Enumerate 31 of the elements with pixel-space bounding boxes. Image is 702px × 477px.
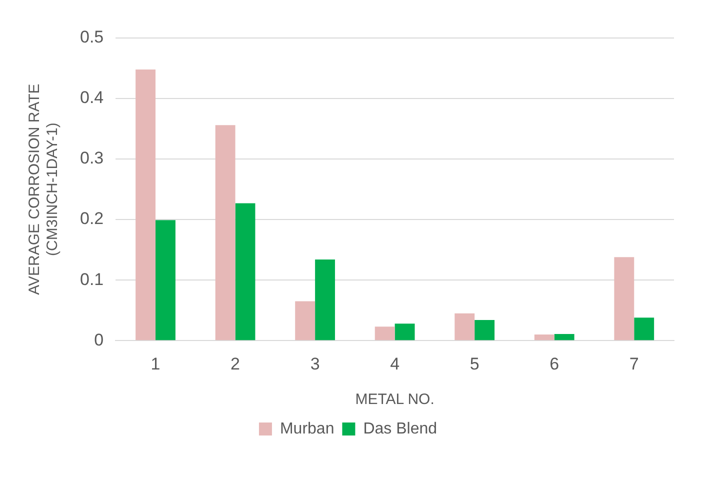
x-tick-label: 5 — [470, 354, 480, 374]
x-tick-label: 7 — [629, 354, 639, 374]
bar — [295, 301, 316, 340]
y-tick-label: 0.1 — [80, 270, 104, 289]
bar — [534, 334, 554, 340]
bar — [156, 220, 176, 340]
bar — [235, 203, 256, 340]
x-axis-title: METAL NO. — [355, 391, 434, 408]
y-tick-label: 0.3 — [80, 148, 104, 168]
x-tick-label: 1 — [150, 354, 160, 374]
bar — [614, 257, 634, 340]
bar — [374, 326, 395, 340]
x-tick-label: 6 — [550, 354, 560, 374]
bar — [454, 313, 475, 340]
bar — [315, 260, 335, 340]
x-tick-label: 3 — [310, 354, 320, 374]
bar — [634, 318, 654, 340]
y-tick-label: 0.5 — [80, 28, 104, 47]
legend-label: Murban — [280, 420, 334, 438]
bar — [215, 125, 236, 340]
bar — [136, 69, 156, 340]
x-tick-label: 2 — [230, 354, 240, 374]
x-tick-label: 4 — [390, 354, 400, 374]
y-axis-title: AVERAGE CORROSION RATE (CM3INCH-1DAY-1) — [26, 84, 62, 295]
bar — [474, 320, 495, 340]
y-tick-label: 0.4 — [80, 88, 104, 108]
bar — [554, 334, 574, 340]
legend-label: Das Blend — [363, 420, 438, 438]
y-tick-label: 0 — [94, 330, 104, 350]
bar — [394, 324, 415, 340]
y-tick-label: 0.2 — [80, 209, 104, 228]
